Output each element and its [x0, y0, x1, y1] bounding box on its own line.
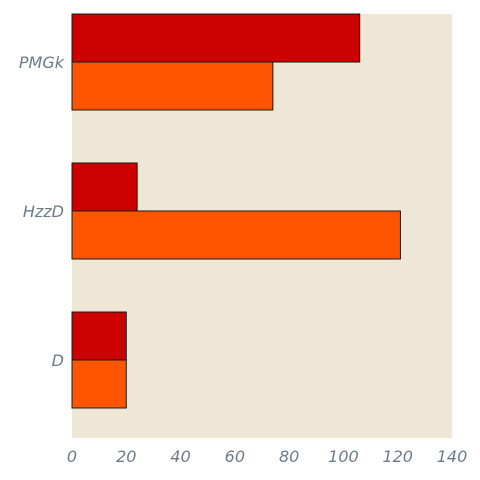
- x-tick-label: 0: [67, 447, 77, 466]
- x-tick-label: 60: [225, 447, 245, 466]
- x-tick-label: 40: [170, 447, 190, 466]
- bar-pmgk-series-1: [71, 13, 361, 63]
- y-tick-label: D: [52, 351, 64, 370]
- x-tick-label: 100: [328, 447, 359, 466]
- x-tick-label: 20: [116, 447, 136, 466]
- bar-hzzd-series-2: [71, 210, 401, 260]
- bar-d-series-2: [71, 359, 127, 409]
- x-tick-label: 140: [437, 447, 468, 466]
- bar-hzzd-series-1: [71, 162, 138, 212]
- y-tick-label: HzzD: [23, 202, 64, 221]
- x-tick-label: 120: [382, 447, 413, 466]
- x-tick-label: 80: [279, 447, 299, 466]
- bar-d-series-1: [71, 311, 127, 361]
- y-tick-label: PMGk: [19, 53, 65, 72]
- bar-pmgk-series-2: [71, 61, 274, 111]
